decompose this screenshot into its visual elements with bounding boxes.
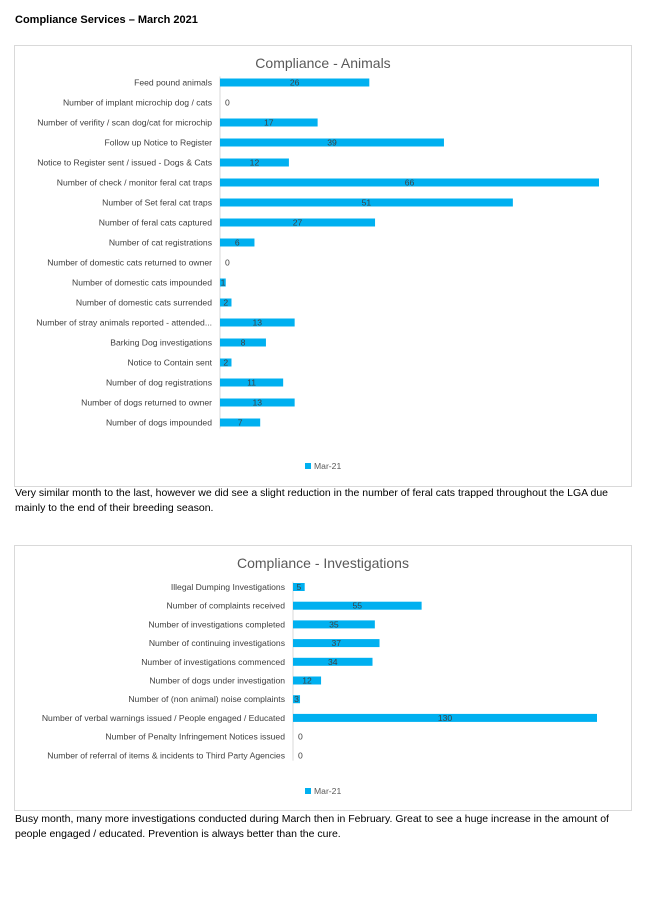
animals-category-label: Follow up Notice to Register xyxy=(105,138,213,148)
animals-data-label: 8 xyxy=(241,338,246,348)
animals-bar xyxy=(220,158,289,167)
animals-category-label: Feed pound animals xyxy=(134,78,212,88)
animals-data-label: 13 xyxy=(253,318,263,328)
investigations-data-label: 0 xyxy=(298,732,303,742)
animals-category-label: Number of domestic cats returned to owne… xyxy=(47,258,212,268)
animals-category-label: Barking Dog investigations xyxy=(110,338,212,348)
animals-bar xyxy=(220,138,444,147)
investigations-data-label: 5 xyxy=(296,582,301,592)
investigations-category-label: Illegal Dumping Investigations xyxy=(171,582,285,592)
investigations-bar xyxy=(293,657,373,666)
animals-data-label: 66 xyxy=(405,178,415,188)
animals-data-label: 1 xyxy=(221,278,226,288)
animals-data-label: 6 xyxy=(235,238,240,248)
investigations-bar xyxy=(293,620,375,629)
animals-bar xyxy=(220,318,295,327)
investigations-chart-svg: Compliance - Investigations Illegal Dumpi… xyxy=(42,555,597,796)
investigations-data-label: 3 xyxy=(294,694,299,704)
animals-category-label: Number of stray animals reported - atten… xyxy=(36,318,212,328)
animals-data-label: 51 xyxy=(362,198,372,208)
animals-data-label: 11 xyxy=(247,378,256,388)
animals-data-label: 2 xyxy=(223,358,228,368)
investigations-bar xyxy=(293,601,422,610)
animals-category-label: Number of check / monitor feral cat trap… xyxy=(57,178,212,188)
investigations-category-label: Number of investigations completed xyxy=(148,619,285,629)
investigations-data-label: 130 xyxy=(438,713,453,723)
animals-bar xyxy=(220,278,226,287)
investigations-chart-title: Compliance - Investigations xyxy=(237,555,409,571)
animals-chart: Compliance - Animals Feed pound animals 26… xyxy=(14,45,632,487)
animals-category-label: Notice to Contain sent xyxy=(127,358,212,368)
animals-bar xyxy=(220,218,376,227)
investigations-bar xyxy=(293,639,380,648)
animals-category-label: Notice to Register sent / issued - Dogs … xyxy=(37,158,212,168)
animals-legend-swatch xyxy=(305,463,311,469)
animals-data-label: 2 xyxy=(223,298,228,308)
animals-bar xyxy=(220,238,255,247)
investigations-category-label: Number of continuing investigations xyxy=(149,638,285,648)
animals-bar xyxy=(220,418,261,427)
animals-category-label: Number of cat registrations xyxy=(109,238,212,248)
investigations-category-label: Number of Penalty Infringement Notices i… xyxy=(105,732,285,742)
investigations-data-label: 37 xyxy=(331,638,341,648)
animals-category-label: Number of dogs impounded xyxy=(106,418,212,428)
animals-category-label: Number of dog registrations xyxy=(106,378,212,388)
animals-bar xyxy=(220,178,599,187)
animals-category-label: Number of feral cats captured xyxy=(99,218,212,228)
animals-bar xyxy=(220,298,232,307)
animals-category-label: Number of implant microchip dog / cats xyxy=(63,98,212,108)
investigations-bar xyxy=(293,695,301,704)
animals-category-label: Number of domestic cats surrended xyxy=(76,298,212,308)
animals-category-label: Number of Set feral cat traps xyxy=(102,198,212,208)
investigations-data-label: 55 xyxy=(353,601,363,611)
animals-legend-label: Mar-21 xyxy=(314,461,341,471)
investigations-category-label: Number of investigations commenced xyxy=(141,657,285,667)
animals-bar xyxy=(220,78,370,87)
animals-bar xyxy=(220,358,232,367)
investigations-legend-label: Mar-21 xyxy=(314,786,341,796)
investigations-data-label: 0 xyxy=(298,750,303,760)
investigations-data-label: 35 xyxy=(329,619,339,629)
investigations-bar xyxy=(293,676,322,685)
animals-bar xyxy=(220,118,318,127)
investigations-bar xyxy=(293,713,597,722)
investigations-category-label: Number of verbal warnings issued / Peopl… xyxy=(42,713,285,723)
animals-data-label: 26 xyxy=(290,78,300,88)
animals-data-label: 0 xyxy=(225,98,230,108)
animals-data-label: 27 xyxy=(293,218,303,228)
animals-data-label: 7 xyxy=(238,418,243,428)
animals-data-label: 13 xyxy=(253,398,263,408)
animals-comment: Very similar month to the last, however … xyxy=(15,487,609,514)
investigations-data-label: 34 xyxy=(328,657,338,667)
investigations-category-label: Number of (non animal) noise complaints xyxy=(128,694,285,704)
investigations-legend-swatch xyxy=(305,788,311,794)
investigations-data-label: 12 xyxy=(302,676,312,686)
investigations-category-label: Number of complaints received xyxy=(167,601,286,611)
animals-data-label: 0 xyxy=(225,258,230,268)
investigations-category-label: Number of referral of items & incidents … xyxy=(47,750,285,760)
animals-category-label: Number of domestic cats impounded xyxy=(72,278,212,288)
investigations-category-label: Number of dogs under investigation xyxy=(149,676,285,686)
animals-bar xyxy=(220,198,513,207)
animals-category-label: Number of dogs returned to owner xyxy=(81,398,212,408)
investigations-bar xyxy=(293,583,305,591)
animals-data-label: 39 xyxy=(327,138,337,148)
animals-chart-title: Compliance - Animals xyxy=(255,55,390,71)
animals-data-label: 12 xyxy=(250,158,260,168)
animals-data-label: 17 xyxy=(264,118,274,128)
investigations-chart: Compliance - Investigations Illegal Dumpi… xyxy=(14,545,632,811)
animals-bar xyxy=(220,378,284,387)
page-heading: Compliance Services – March 2021 xyxy=(15,14,198,26)
animals-category-label: Number of verifity / scan dog/cat for mi… xyxy=(37,118,212,128)
investigations-comment: Busy month, many more investigations con… xyxy=(15,813,609,840)
animals-bar xyxy=(220,338,266,347)
animals-bar xyxy=(220,398,295,407)
